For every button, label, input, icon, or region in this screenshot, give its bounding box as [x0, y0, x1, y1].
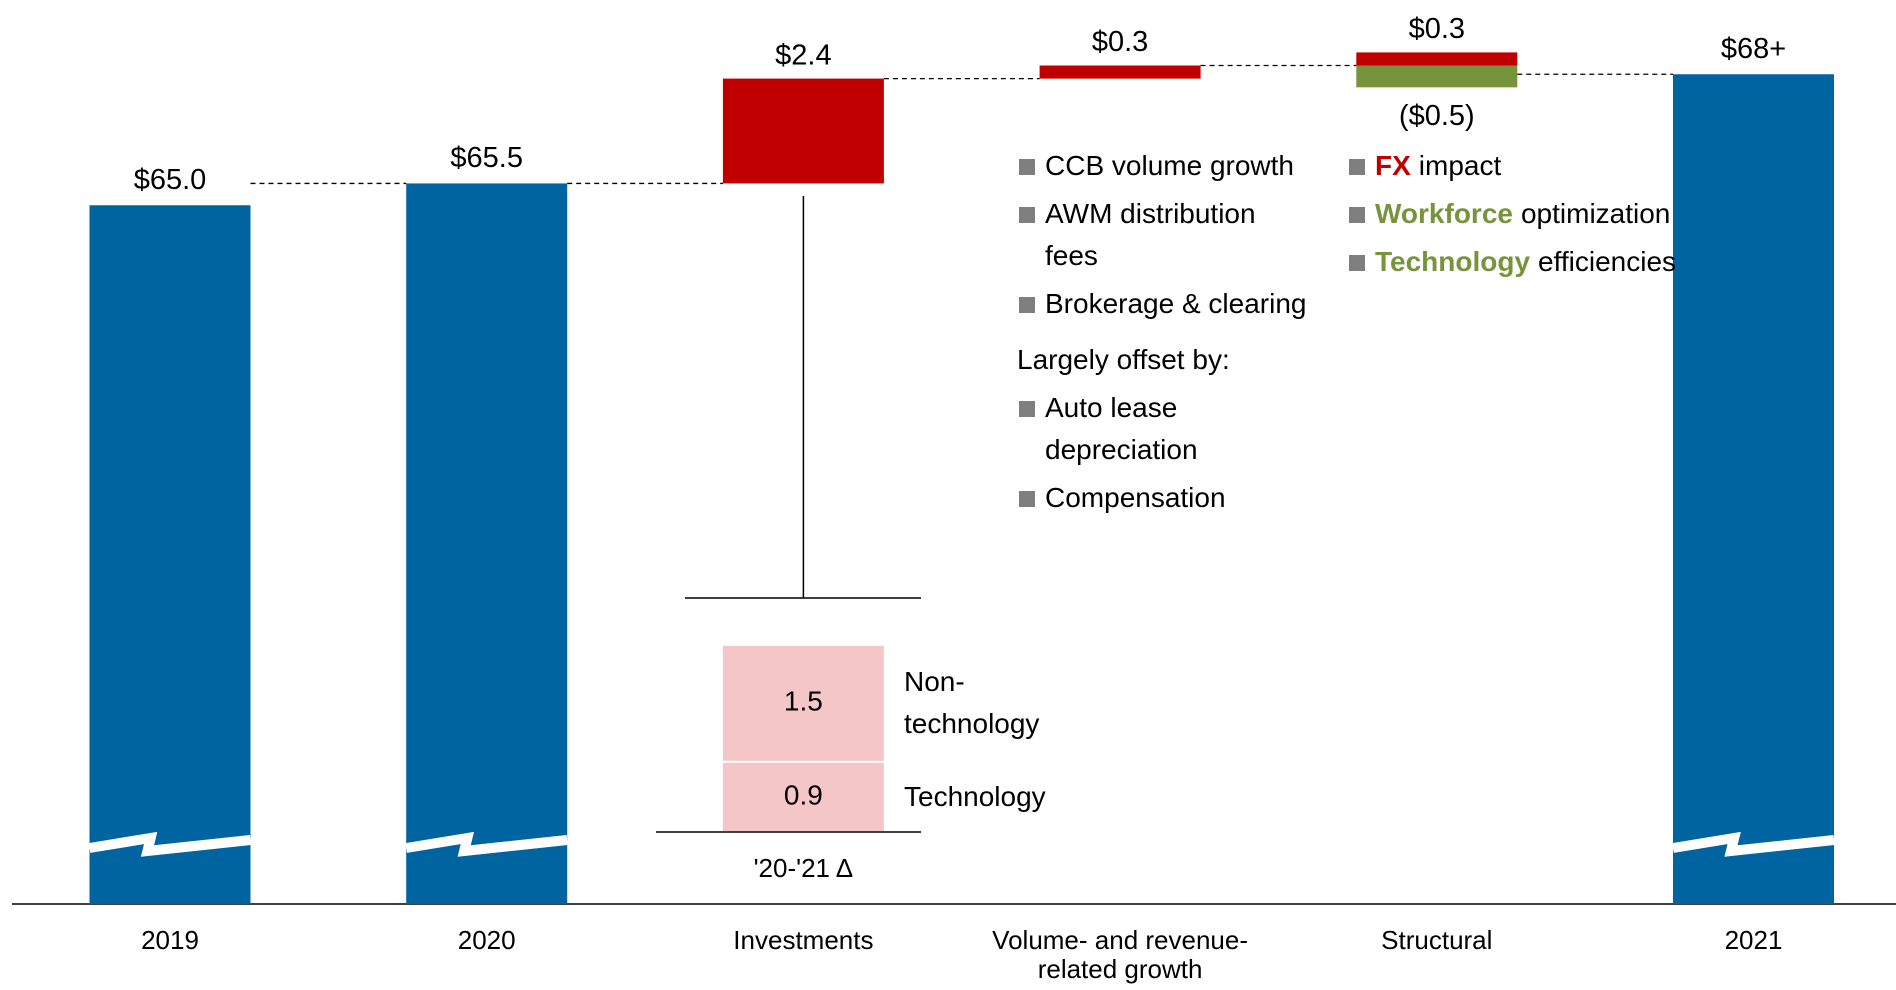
bar — [1356, 65, 1518, 88]
notes: CCB volume growth AWM distribution fees Br… — [1017, 145, 1309, 525]
notes: FX impact Workforce optimization Technology e… — [1349, 145, 1676, 289]
bullet-item: Auto lease depreciation — [1019, 387, 1309, 471]
value-label: $65.0 — [134, 164, 207, 196]
inset-label: Technology — [904, 780, 1046, 812]
bullet-item: FX impact — [1349, 145, 1579, 187]
bullet — [1349, 159, 1365, 175]
bullet-text: Compensation — [1045, 482, 1226, 513]
inset-bar — [722, 645, 884, 761]
value-label: $0.3 — [1409, 13, 1465, 45]
x-tick-label: Volume- and revenue-related growth — [992, 925, 1248, 984]
bar — [1356, 52, 1518, 66]
inset-title: '20-'21 Δ — [754, 853, 854, 883]
bullet — [1019, 207, 1035, 223]
bullet-bold: FX — [1375, 150, 1411, 181]
bar — [1673, 74, 1834, 904]
inset-bar — [722, 762, 884, 831]
value-label: ($0.5) — [1399, 100, 1475, 132]
x-tick-label: 2020 — [457, 925, 516, 955]
bullet-text: efficiencies — [1538, 246, 1677, 277]
value-label: $68+ — [1721, 33, 1786, 65]
bullet-bold: Workforce — [1375, 198, 1513, 229]
value-label: $65.5 — [450, 142, 523, 174]
x-tick-label: 2019 — [141, 925, 199, 955]
bar — [722, 78, 884, 184]
bullet-text: CCB volume growth — [1045, 150, 1294, 181]
bullet — [1019, 159, 1035, 175]
inset-value-label: 0.9 — [784, 779, 823, 810]
inset-label: Non-technology — [904, 666, 1040, 740]
bullet-item: Technology efficiencies — [1349, 241, 1676, 283]
inset-value-label: 1.5 — [784, 686, 823, 717]
bar — [406, 183, 568, 904]
bar — [1039, 65, 1201, 79]
notes-heading: Largely offset by: — [1017, 344, 1230, 375]
x-tick-label: Structural — [1381, 925, 1493, 955]
axis-break — [1672, 831, 1835, 857]
bullet — [1019, 491, 1035, 507]
bullet — [1019, 297, 1035, 313]
bullet-text: Brokerage & clearing — [1045, 288, 1307, 319]
bullet-item: Compensation — [1019, 477, 1309, 519]
value-label: $0.3 — [1092, 26, 1148, 58]
bullet — [1019, 401, 1035, 417]
x-tick-label: Investments — [733, 925, 874, 955]
bullet-bold: Technology — [1375, 246, 1531, 277]
bullet — [1349, 255, 1365, 271]
bar — [89, 205, 251, 904]
bullet-text: AWM distribution fees — [1045, 198, 1256, 271]
axis-break — [88, 831, 252, 857]
bullet-item: CCB volume growth — [1019, 145, 1309, 187]
bullet-text: Auto lease depreciation — [1045, 392, 1198, 465]
bullet-item: Brokerage & clearing — [1019, 283, 1309, 325]
bullet-text: impact — [1418, 150, 1502, 181]
bullet-text: optimization — [1520, 198, 1671, 229]
value-label: $2.4 — [775, 39, 831, 71]
bullet-item: AWM distribution fees — [1019, 193, 1309, 277]
x-tick-label: 2021 — [1724, 925, 1783, 955]
bullet-item: Workforce optimization — [1349, 193, 1670, 235]
axis-break — [405, 831, 568, 857]
bullet — [1349, 207, 1365, 223]
